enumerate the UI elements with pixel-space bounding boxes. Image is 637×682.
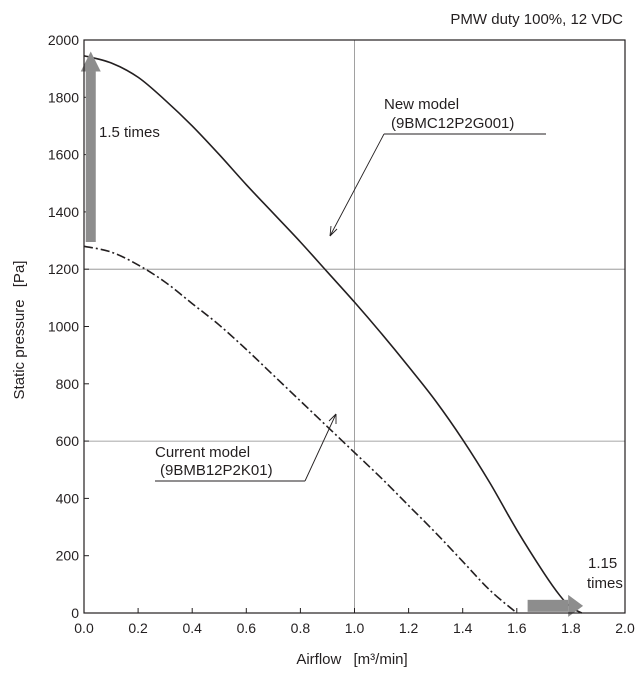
y-tick-label: 400	[56, 490, 80, 506]
x-tick-label: 1.8	[561, 620, 581, 636]
y-tick-label: 1800	[48, 89, 79, 105]
y-axis-label: Static pressure [Pa]	[11, 261, 28, 400]
x-axis-label-text: Airflow	[296, 651, 341, 668]
legend-new-model: New model	[384, 96, 459, 113]
y-tick-label: 600	[56, 433, 80, 449]
x-tick-label: 0.6	[237, 620, 257, 636]
y-tick-label: 1400	[48, 204, 79, 220]
y-axis-unit: [Pa]	[11, 261, 28, 288]
y-axis-label-text: Static pressure	[11, 299, 28, 399]
x-tick-label: 1.2	[399, 620, 419, 636]
series-line-current-model	[83, 245, 518, 614]
legend-current-model: Current model	[155, 444, 250, 461]
arrow-1-15-times-shaft	[527, 599, 569, 612]
arrow-1-5-times-shaft	[85, 71, 96, 242]
x-tick-label: 1.0	[345, 620, 365, 636]
annotation-arrows	[80, 51, 584, 617]
annotation-1-15: 1.15	[588, 555, 617, 572]
arrow-1-15-times-head	[568, 594, 584, 617]
series-lines	[83, 54, 583, 614]
y-tick-label: 1200	[48, 261, 79, 277]
y-tick-label: 2000	[48, 32, 79, 48]
x-tick-label: 0.0	[74, 620, 94, 636]
x-tick-labels: 0.0 0.2 0.4 0.6 0.8 1.0 1.2 1.4 1.6 1.8 2.0	[74, 608, 635, 636]
x-tick-label: 2.0	[615, 620, 635, 636]
x-tick-label: 0.2	[128, 620, 148, 636]
x-tick-label: 1.4	[453, 620, 473, 636]
x-axis-unit: [m³/min]	[354, 651, 408, 668]
x-tick-label: 1.6	[507, 620, 527, 636]
legend-current-model-leader	[304, 413, 337, 482]
leader-arrowhead-current	[328, 413, 337, 424]
y-tick-labels: 0 200 400 600 800 1000 1200 1400 1600 1800 2000	[48, 32, 89, 621]
annotation-1-5-times: 1.5 times	[99, 124, 160, 141]
legend-new-model-code: (9BMC12P2G001)	[391, 115, 514, 132]
arrow-1-5-times-head	[80, 51, 101, 72]
legend-current-model-code: (9BMB12P2K01)	[160, 462, 273, 479]
annotation-times: times	[587, 575, 623, 592]
grid	[84, 40, 625, 613]
chart-title: PMW duty 100%, 12 VDC	[450, 11, 623, 28]
x-axis-label: Airflow [m³/min]	[296, 651, 407, 668]
y-tick-label: 1000	[48, 319, 79, 335]
y-tick-label: 200	[56, 548, 80, 564]
x-tick-label: 0.8	[291, 620, 311, 636]
leader-arrowhead-new	[329, 225, 338, 237]
x-tick-label: 0.4	[182, 620, 202, 636]
y-tick-label: 1600	[48, 147, 79, 163]
legend-new-model-leader	[329, 133, 385, 237]
series-line-new-model	[83, 54, 583, 614]
plot-frame	[83, 39, 626, 614]
y-tick-label: 800	[56, 376, 80, 392]
y-tick-label: 0	[71, 605, 79, 621]
